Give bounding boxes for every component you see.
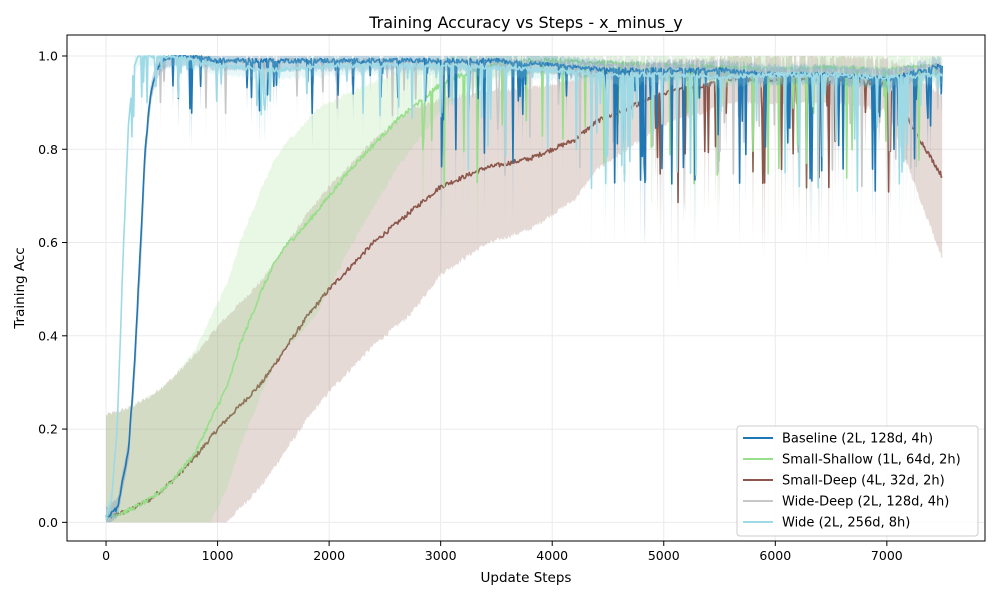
x-tick-label: 4000 xyxy=(536,548,568,563)
x-tick-label: 5000 xyxy=(648,548,680,563)
x-tick-label: 2000 xyxy=(313,548,345,563)
x-tick-label: 3000 xyxy=(425,548,457,563)
ticks: 0 1000 2000 3000 4000 5000 6000 7000 0.0 0.2 0.4 0.… xyxy=(38,48,903,563)
y-tick-label: 0.4 xyxy=(38,328,58,343)
x-axis-label: Update Steps xyxy=(481,570,572,586)
chart-title: Training Accuracy vs Steps - x_minus_y xyxy=(368,13,683,33)
x-tick-label: 0 xyxy=(102,548,110,563)
legend-box xyxy=(736,425,979,537)
y-tick-label: 1.0 xyxy=(38,48,58,63)
series-band xyxy=(106,55,943,523)
x-tick-label: 6000 xyxy=(759,548,791,563)
series-line xyxy=(105,76,943,520)
legend-entry: Small-Deep (4L, 32d, 2h) xyxy=(782,474,945,489)
legend-entry: Small-Shallow (1L, 64d, 2h) xyxy=(782,453,961,468)
legend-entry: Wide (2L, 256d, 8h) xyxy=(782,516,910,531)
y-tick-label: 0.2 xyxy=(38,422,58,437)
x-tick-label: 1000 xyxy=(202,548,234,563)
y-tick-label: 0.6 xyxy=(38,235,58,250)
y-tick-label: 0.8 xyxy=(38,142,58,157)
plot-frame xyxy=(66,34,986,542)
y-axis-label: Training Acc xyxy=(12,247,28,329)
series-band xyxy=(106,55,943,523)
x-tick-label: 7000 xyxy=(871,548,903,563)
series-group xyxy=(105,55,943,523)
legend-entry: Baseline (2L, 128d, 4h) xyxy=(782,432,933,447)
y-tick-label: 0.0 xyxy=(38,515,58,530)
legend: Baseline (2L, 128d, 4h) Small-Shallow (1L… xyxy=(736,425,979,537)
series-line xyxy=(105,55,943,521)
legend-entry: Wide-Deep (2L, 128d, 4h) xyxy=(782,495,949,510)
series-line xyxy=(105,57,943,521)
